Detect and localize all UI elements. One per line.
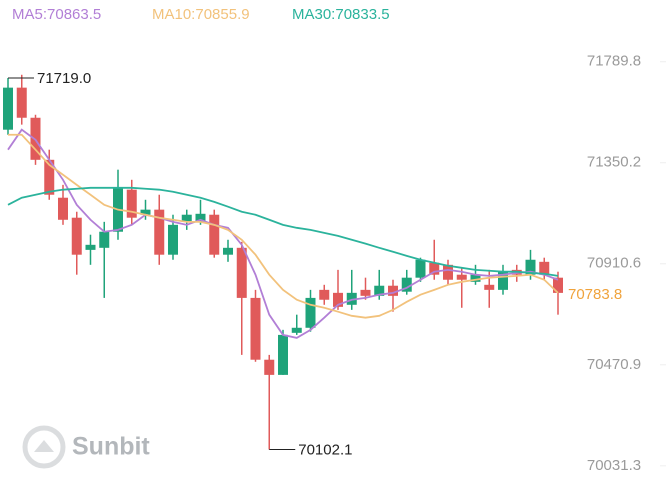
candle-body xyxy=(291,327,302,333)
candle-body xyxy=(456,274,467,280)
candle-body xyxy=(264,359,275,375)
legend-entry: MA10:70855.9 xyxy=(152,6,250,23)
candle-body xyxy=(374,285,385,296)
candle-body xyxy=(209,214,220,255)
candle-body xyxy=(44,159,55,195)
y-tick-label: 71789.8 xyxy=(587,53,641,70)
candle-body xyxy=(16,87,27,118)
y-tick-label: 70470.9 xyxy=(587,356,641,373)
candle-body xyxy=(346,292,357,305)
ma-line xyxy=(8,133,559,319)
candle-body xyxy=(401,277,412,292)
legend-entry: MA5:70863.5 xyxy=(12,6,101,23)
candle-body xyxy=(553,277,563,293)
watermark: Sunbit xyxy=(72,433,150,461)
candle-body xyxy=(250,297,261,360)
candle-body xyxy=(278,334,288,375)
candle-body xyxy=(415,259,426,278)
candle-body xyxy=(539,261,550,275)
candle-body xyxy=(85,244,96,250)
candle-body xyxy=(470,274,481,282)
candle-body xyxy=(168,224,178,255)
y-tick-label: 70031.3 xyxy=(587,457,641,474)
candle-body xyxy=(223,247,233,255)
candle-body xyxy=(525,259,536,275)
candle-body xyxy=(484,284,495,290)
candle-body xyxy=(498,271,508,290)
candle-body xyxy=(319,289,330,300)
candle-body xyxy=(443,264,453,280)
legend-entry: MA30:70833.5 xyxy=(292,6,390,23)
annotation-label: 71719.0 xyxy=(37,70,91,87)
candle-body xyxy=(360,289,371,296)
candle-body xyxy=(388,285,398,296)
ma-line xyxy=(7,128,559,339)
candle-body xyxy=(140,209,151,215)
candle-body xyxy=(71,217,82,255)
candle-body xyxy=(126,189,137,218)
candle-body xyxy=(181,214,192,222)
watermark-logo xyxy=(22,425,66,469)
candle-body xyxy=(429,262,440,275)
y-tick-label: 70910.6 xyxy=(587,255,641,272)
candle-body xyxy=(58,197,68,220)
candle-body xyxy=(333,292,343,307)
candle-body xyxy=(236,247,247,298)
candle-body xyxy=(99,231,110,248)
candle-body xyxy=(305,297,316,328)
y-tick-label: 71350.2 xyxy=(587,154,641,171)
ma-line xyxy=(7,186,559,277)
candle-body xyxy=(3,87,13,130)
candle-body xyxy=(195,213,206,222)
annotation-label: 70102.1 xyxy=(298,442,352,459)
last-price-label: 70783.8 xyxy=(568,286,622,303)
candle-body xyxy=(154,209,165,255)
